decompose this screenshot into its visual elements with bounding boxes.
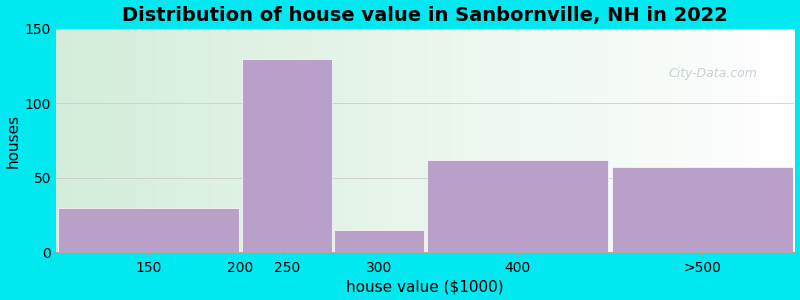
Title: Distribution of house value in Sanbornville, NH in 2022: Distribution of house value in Sanbornvi…	[122, 6, 728, 25]
Bar	[334, 230, 424, 252]
Y-axis label: houses: houses	[6, 113, 21, 168]
Bar	[242, 59, 332, 252]
Bar	[427, 160, 608, 252]
Text: City-Data.com: City-Data.com	[669, 67, 758, 80]
Bar	[612, 167, 793, 252]
X-axis label: house value ($1000): house value ($1000)	[346, 279, 504, 294]
Bar	[58, 208, 238, 252]
